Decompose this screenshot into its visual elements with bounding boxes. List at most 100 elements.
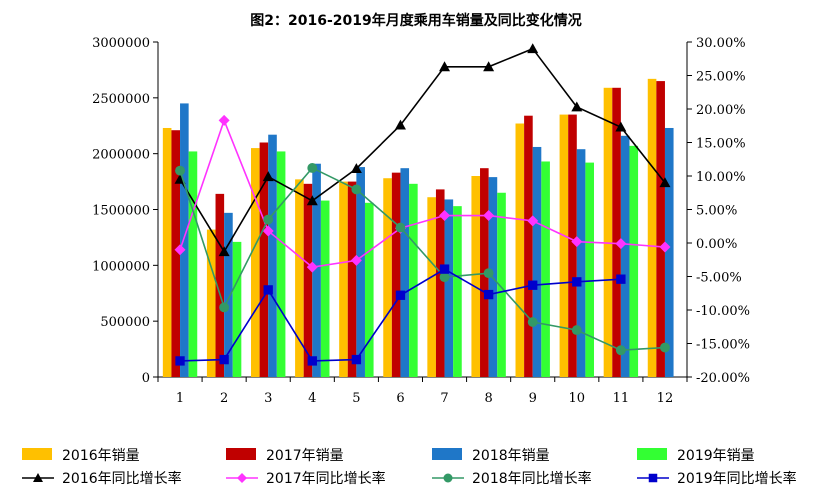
x-tick-label: 12 xyxy=(657,391,674,406)
legend-swatch-bar-2 xyxy=(226,448,256,460)
point-2-10 xyxy=(571,236,583,248)
point-3-8 xyxy=(483,268,494,279)
point-2-9 xyxy=(527,215,539,227)
plot-area: 0 500000 1000000 1500000 2000000 2500000 30000… xyxy=(92,36,750,406)
bar-1-3 xyxy=(251,148,260,377)
bar-4-8 xyxy=(497,192,506,377)
bar-4-5 xyxy=(364,202,374,377)
y-left-tick-label: 2500000 xyxy=(92,92,150,107)
bar-1-8 xyxy=(471,176,481,377)
line-series-2 xyxy=(179,118,666,268)
x-tick-label: 4 xyxy=(308,391,316,406)
point-1-3 xyxy=(262,171,274,182)
line-series-3 xyxy=(179,166,666,352)
point-2-2 xyxy=(218,114,230,126)
point-2-8 xyxy=(483,210,495,222)
y-right-tick-label: 15.00% xyxy=(696,137,746,152)
y-right-tick-label: 0.00% xyxy=(696,237,737,252)
legend-label-line-4: 2019年同比增长率 xyxy=(677,470,797,487)
bar-2-5 xyxy=(347,181,357,377)
legend-label-bar-1: 2016年销量 xyxy=(62,448,140,464)
point-3-3 xyxy=(263,214,274,225)
bar-3-5 xyxy=(356,167,365,377)
point-4-6 xyxy=(395,290,406,300)
y-left-tick-label: 0 xyxy=(142,371,150,386)
bar-3-3 xyxy=(268,134,277,377)
point-3-4 xyxy=(307,163,318,173)
point-1-8 xyxy=(483,61,495,72)
legend-swatch-bar-4 xyxy=(637,448,667,460)
bar-4-2 xyxy=(232,241,242,377)
legend-swatch-bar-1 xyxy=(22,448,52,460)
bar-1-4 xyxy=(295,179,304,377)
point-1-7 xyxy=(439,61,451,72)
point-4-2 xyxy=(219,354,229,365)
bar-2-9 xyxy=(524,115,533,377)
point-4-3 xyxy=(263,285,273,295)
bar-1-1 xyxy=(162,127,172,377)
bar-2-7 xyxy=(435,189,445,377)
bar-1-5 xyxy=(339,181,348,377)
x-tick-label: 7 xyxy=(440,391,448,406)
point-1-5 xyxy=(350,163,362,174)
point-3-5 xyxy=(351,184,362,195)
y-right-tick-label: -10.00% xyxy=(696,304,750,319)
bar-3-6 xyxy=(400,168,410,377)
point-1-11 xyxy=(615,121,627,132)
y-right-tick-label: -5.00% xyxy=(696,271,742,286)
bar-3-11 xyxy=(620,135,630,377)
bar-4-10 xyxy=(585,162,594,377)
y-right-tick-label: -15.00% xyxy=(696,338,750,353)
point-1-2 xyxy=(218,246,230,257)
point-3-12 xyxy=(660,342,670,353)
point-3-10 xyxy=(571,325,582,336)
point-4-10 xyxy=(572,277,582,287)
y-right-tick-label: -20.00% xyxy=(696,371,750,386)
point-4-5 xyxy=(351,354,362,365)
bar-4-11 xyxy=(629,145,639,377)
bar-2-12 xyxy=(656,81,665,377)
point-2-1 xyxy=(174,244,186,256)
x-tick-label: 11 xyxy=(613,391,630,406)
bar-3-9 xyxy=(532,146,542,377)
y-right-tick-label: 30.00% xyxy=(696,36,746,51)
bar-3-1 xyxy=(180,103,189,378)
bar-4-1 xyxy=(188,151,198,377)
point-3-9 xyxy=(527,317,538,328)
y-right-tick-label: 5.00% xyxy=(696,204,737,219)
legend-label-line-3: 2018年同比增长率 xyxy=(472,470,592,487)
bar-4-9 xyxy=(541,161,550,377)
y-left-tick-label: 1000000 xyxy=(92,259,150,274)
point-2-12 xyxy=(659,241,671,253)
legend-marker-3 xyxy=(443,473,453,483)
bar-4-3 xyxy=(276,151,286,377)
bar-3-4 xyxy=(312,163,321,377)
legend-swatch-bar-3 xyxy=(432,448,462,460)
legend-label-bar-3: 2018年销量 xyxy=(472,448,550,464)
legend-label-bar-2: 2017年销量 xyxy=(266,448,344,464)
bar-3-7 xyxy=(444,199,454,377)
point-2-11 xyxy=(615,238,627,250)
legend-label-line-2: 2017年同比增长率 xyxy=(266,470,386,487)
point-4-4 xyxy=(307,356,317,366)
bar-1-6 xyxy=(383,178,392,377)
bar-1-10 xyxy=(559,114,569,377)
bar-2-1 xyxy=(171,130,181,377)
point-4-9 xyxy=(528,280,538,290)
bar-1-11 xyxy=(603,87,613,378)
bar-3-12 xyxy=(664,127,674,377)
point-3-7 xyxy=(439,272,450,283)
y-right-tick-label: 20.00% xyxy=(696,103,746,118)
bar-4-7 xyxy=(453,206,462,377)
bar-4-6 xyxy=(409,183,418,377)
bar-2-4 xyxy=(303,183,313,377)
bar-2-3 xyxy=(259,142,269,377)
y-right-tick-label: 25.00% xyxy=(696,70,746,85)
bar-3-10 xyxy=(576,149,586,377)
legend-label-line-1: 2016年同比增长率 xyxy=(62,470,182,487)
point-3-11 xyxy=(615,345,626,356)
x-tick-label: 3 xyxy=(264,391,272,406)
legend-marker-4 xyxy=(648,473,658,483)
bar-4-4 xyxy=(320,200,330,377)
